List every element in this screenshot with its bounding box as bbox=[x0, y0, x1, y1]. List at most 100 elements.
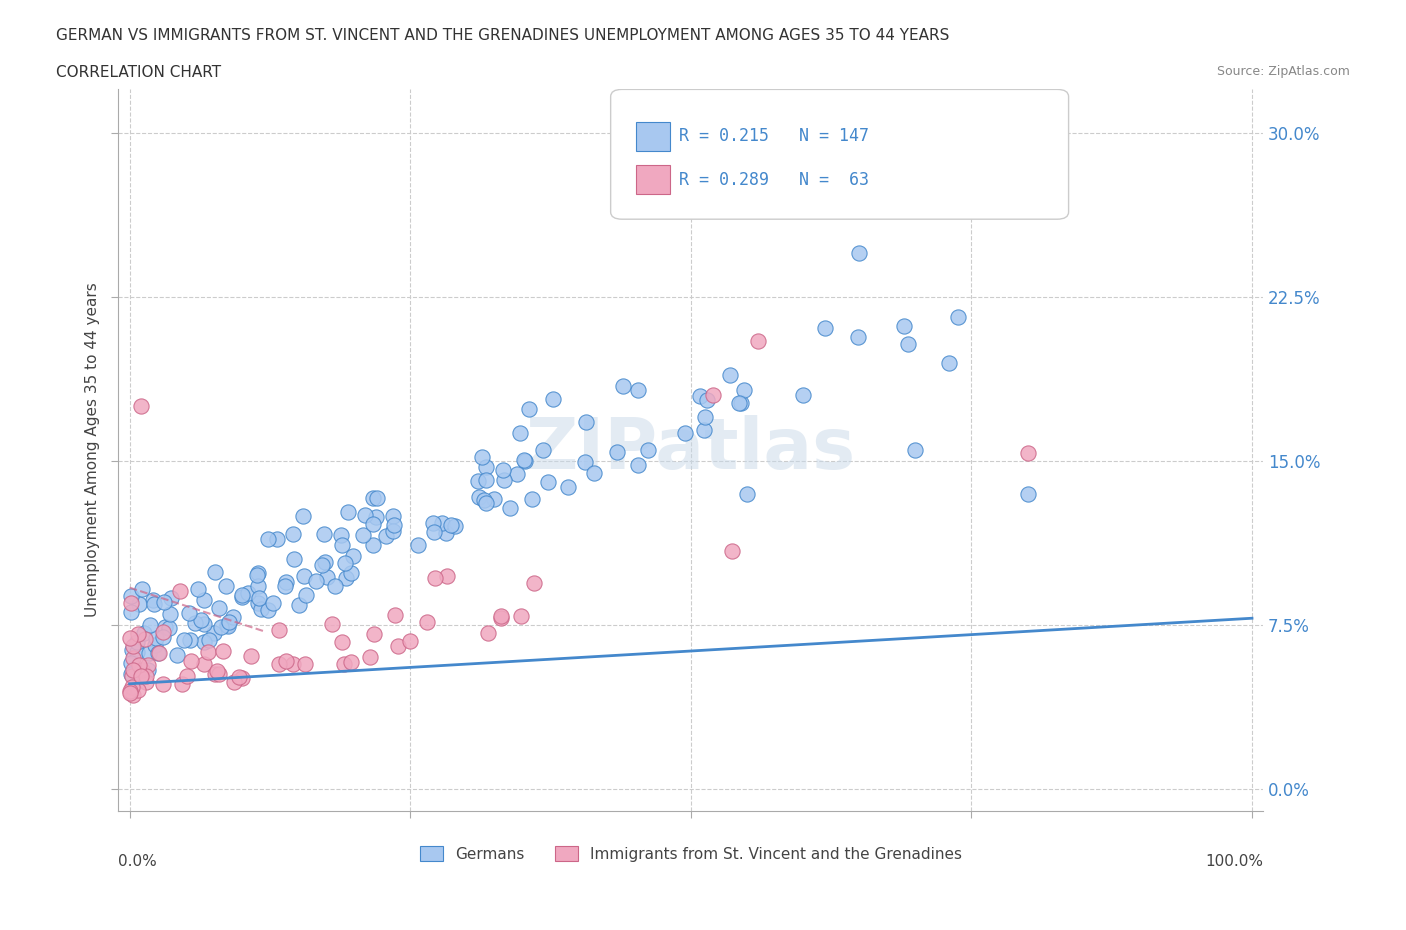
Legend: Germans, Immigrants from St. Vincent and the Grenadines: Germans, Immigrants from St. Vincent and… bbox=[413, 840, 967, 868]
Point bbox=[492, 462, 515, 477]
Point bbox=[384, 607, 406, 622]
Point bbox=[134, 631, 156, 646]
Point bbox=[523, 576, 546, 591]
Point bbox=[398, 633, 420, 648]
Point bbox=[474, 472, 496, 487]
Point bbox=[138, 658, 160, 672]
Point bbox=[138, 646, 160, 661]
Point bbox=[179, 654, 201, 669]
Point bbox=[267, 657, 290, 671]
Point bbox=[121, 668, 143, 683]
Point bbox=[125, 634, 148, 649]
Point bbox=[202, 625, 225, 640]
Point bbox=[361, 538, 384, 552]
Point bbox=[513, 453, 536, 468]
Point bbox=[222, 675, 245, 690]
Point bbox=[170, 677, 193, 692]
Point bbox=[512, 453, 534, 468]
Point bbox=[333, 657, 356, 671]
Point bbox=[121, 679, 143, 694]
Point bbox=[142, 596, 165, 611]
Point bbox=[152, 629, 174, 644]
Point bbox=[848, 246, 870, 260]
Point bbox=[247, 566, 270, 581]
Point bbox=[627, 383, 650, 398]
Point bbox=[173, 632, 195, 647]
Point bbox=[157, 620, 180, 635]
Text: CORRELATION CHART: CORRELATION CHART bbox=[56, 65, 221, 80]
Point bbox=[792, 388, 814, 403]
Text: R = 0.215   N = 147: R = 0.215 N = 147 bbox=[679, 127, 869, 145]
Point bbox=[948, 310, 970, 325]
Point bbox=[747, 333, 769, 348]
Point bbox=[506, 466, 529, 481]
Point bbox=[247, 595, 270, 610]
Point bbox=[193, 635, 215, 650]
Point bbox=[127, 627, 149, 642]
Point bbox=[727, 396, 749, 411]
Point bbox=[444, 519, 467, 534]
Point bbox=[135, 669, 157, 684]
Point bbox=[218, 615, 240, 630]
Text: 100.0%: 100.0% bbox=[1205, 854, 1263, 869]
Point bbox=[897, 337, 920, 352]
Point bbox=[197, 645, 219, 660]
Point bbox=[256, 603, 278, 618]
Point bbox=[122, 660, 145, 675]
Point bbox=[893, 318, 915, 333]
Text: R = 0.289   N =  63: R = 0.289 N = 63 bbox=[679, 170, 869, 189]
Point bbox=[247, 591, 270, 605]
Point bbox=[695, 409, 717, 424]
Point bbox=[382, 518, 405, 533]
Point bbox=[482, 491, 505, 506]
Point bbox=[382, 524, 405, 538]
Point bbox=[730, 395, 752, 410]
Point bbox=[541, 392, 564, 406]
Point bbox=[120, 666, 142, 681]
Point bbox=[169, 583, 191, 598]
Point bbox=[148, 646, 170, 661]
Point bbox=[316, 570, 339, 585]
Point bbox=[509, 426, 531, 441]
Point bbox=[266, 532, 288, 547]
Point bbox=[250, 602, 273, 617]
Point bbox=[222, 609, 245, 624]
Point bbox=[209, 619, 232, 634]
Point bbox=[231, 590, 253, 604]
Point bbox=[187, 581, 209, 596]
Point bbox=[273, 578, 295, 593]
Point bbox=[136, 662, 159, 677]
Point bbox=[363, 627, 385, 642]
Point bbox=[276, 654, 298, 669]
Point bbox=[323, 578, 346, 593]
Text: 0.0%: 0.0% bbox=[118, 854, 157, 869]
Point bbox=[333, 555, 356, 570]
Point bbox=[364, 510, 387, 525]
Point bbox=[517, 402, 540, 417]
Point bbox=[246, 567, 269, 582]
Text: ZIPatlas: ZIPatlas bbox=[526, 416, 856, 485]
Point bbox=[374, 528, 396, 543]
Point bbox=[359, 650, 381, 665]
Point bbox=[146, 645, 169, 660]
Point bbox=[387, 639, 409, 654]
Point bbox=[471, 449, 494, 464]
Point bbox=[337, 505, 360, 520]
Point bbox=[121, 643, 143, 658]
Point bbox=[215, 618, 238, 632]
Point bbox=[423, 525, 446, 539]
Point bbox=[408, 538, 430, 552]
FancyBboxPatch shape bbox=[636, 166, 671, 194]
FancyBboxPatch shape bbox=[636, 122, 671, 151]
Point bbox=[139, 618, 162, 633]
Point bbox=[582, 466, 605, 481]
Point bbox=[134, 626, 156, 641]
Point bbox=[120, 604, 142, 619]
Point bbox=[176, 669, 198, 684]
Point bbox=[557, 480, 579, 495]
Point bbox=[489, 609, 512, 624]
Point bbox=[122, 662, 145, 677]
Point bbox=[193, 617, 215, 631]
Point bbox=[721, 543, 744, 558]
Point bbox=[208, 601, 231, 616]
